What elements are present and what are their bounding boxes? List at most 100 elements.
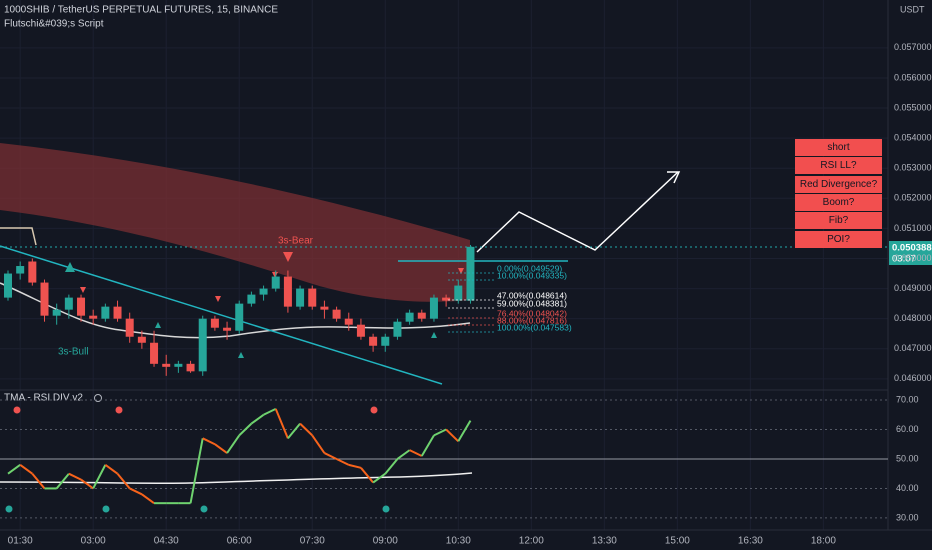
candle-body — [174, 363, 183, 367]
rsi-dot — [115, 406, 123, 414]
ma-line — [0, 282, 471, 339]
y-tick-label: 0.046000 — [894, 373, 932, 383]
rsi-segment — [311, 434, 326, 454]
bull-marker — [65, 262, 75, 272]
y-tick-label: 0.047000 — [894, 343, 932, 353]
candle-body — [77, 297, 86, 316]
rsi-segment — [336, 458, 350, 466]
candle-body — [113, 306, 122, 319]
x-tick-label: 13:30 — [592, 536, 617, 547]
candle-body — [223, 327, 232, 331]
fib-label: 100.00%(0.047583) — [497, 322, 572, 332]
signal-button[interactable]: short — [795, 139, 882, 156]
candle-body — [283, 276, 292, 307]
candle-body — [28, 261, 37, 283]
rsi-segment — [287, 422, 301, 439]
price-tag — [889, 241, 932, 265]
projection-arrow — [667, 171, 681, 184]
candle-body — [235, 303, 244, 331]
candle-body — [125, 318, 134, 337]
rsi-segment — [433, 428, 447, 437]
candle-body — [137, 336, 146, 343]
signal-button[interactable]: RSI LL? — [795, 157, 882, 175]
signal-marker — [80, 287, 86, 293]
chart-subtitle: Flutschi&#039;s Script — [4, 19, 104, 30]
x-tick-label: 01:30 — [8, 536, 33, 547]
candle-body — [393, 321, 402, 337]
candle-body — [271, 276, 280, 289]
rsi-segment — [299, 422, 313, 437]
y-tick-label: 0.051000 — [894, 223, 932, 233]
rsi-tick-label: 40.00 — [896, 483, 919, 493]
rsi-segment — [141, 493, 155, 504]
rsi-segment — [409, 449, 423, 457]
y-tick-label: 0.052000 — [894, 193, 932, 203]
rsi-dot — [102, 505, 110, 513]
rsi-segment — [372, 472, 386, 484]
y-tick-label: 0.054000 — [894, 133, 932, 143]
candle-body — [247, 294, 256, 304]
signal-button[interactable]: Fib? — [795, 212, 882, 230]
candle-body — [52, 309, 61, 316]
signal-marker — [215, 296, 221, 302]
bull-label: 3s-Bull — [58, 347, 89, 358]
rsi-segment — [214, 443, 228, 454]
rsi-tick-label: 60.00 — [896, 424, 919, 434]
signal-button[interactable]: Red Divergence? — [795, 175, 882, 193]
rsi-segment — [31, 473, 46, 490]
x-tick-label: 12:00 — [519, 536, 544, 547]
trend-line — [0, 245, 443, 385]
y-tick-label: 0.055000 — [894, 102, 932, 112]
candle-body — [186, 363, 195, 372]
fib-label: 59.00%(0.048381) — [497, 298, 567, 308]
indicator-name: TMA - RSI DIV v2 — [4, 393, 83, 404]
fib-label: 88.00%(0.047816) — [497, 315, 567, 325]
candle-body — [101, 306, 110, 319]
rsi-segment — [7, 464, 21, 475]
candle-body — [259, 288, 268, 295]
candle-body — [64, 297, 73, 310]
signal-button[interactable]: Boom? — [795, 193, 882, 211]
rsi-segment — [360, 467, 374, 484]
y-tick-label: 0.049000 — [894, 283, 932, 293]
rsi-dot — [13, 406, 21, 414]
candle-body — [320, 306, 329, 310]
x-tick-label: 16:30 — [738, 536, 763, 547]
candle-body — [417, 312, 426, 319]
rsi-segment — [129, 487, 143, 496]
rsi-segment — [104, 464, 119, 475]
rsi-segment — [19, 464, 33, 475]
rsi-dot — [382, 505, 390, 513]
candle-body — [381, 336, 390, 346]
rsi-segment — [202, 437, 216, 446]
rsi-segment — [445, 428, 459, 443]
candle-body — [429, 297, 438, 319]
fib-label: 0.00%(0.049529) — [497, 263, 562, 273]
ma-band — [0, 143, 470, 302]
currency: USDT — [900, 4, 925, 14]
rsi-segment — [384, 458, 399, 475]
signal-marker — [458, 268, 464, 274]
candle-body — [405, 312, 414, 322]
fib-label: 47.00%(0.048614) — [497, 290, 567, 300]
rsi-segment — [263, 407, 277, 416]
x-tick-label: 15:00 — [665, 536, 690, 547]
candle-body — [369, 336, 378, 346]
signal-marker — [272, 272, 278, 278]
signal-marker — [431, 332, 437, 338]
candle-body — [198, 318, 207, 372]
rsi-segment — [68, 472, 82, 481]
y-tick-label: 0.048000 — [894, 313, 932, 323]
x-tick-label: 09:00 — [373, 536, 398, 547]
x-tick-label: 03:00 — [81, 536, 106, 547]
signal-button[interactable]: POI? — [795, 230, 882, 248]
rsi-dot — [200, 505, 208, 513]
rsi-segment — [348, 463, 362, 469]
fib-label: 76.40%(0.048042) — [497, 308, 567, 318]
candle-body — [150, 342, 159, 364]
y-tick-label: 0.050000 — [894, 253, 932, 263]
rsi-segment — [274, 408, 289, 439]
x-tick-label: 04:30 — [154, 536, 179, 547]
x-tick-label: 07:30 — [300, 536, 325, 547]
rsi-segment — [457, 420, 472, 442]
